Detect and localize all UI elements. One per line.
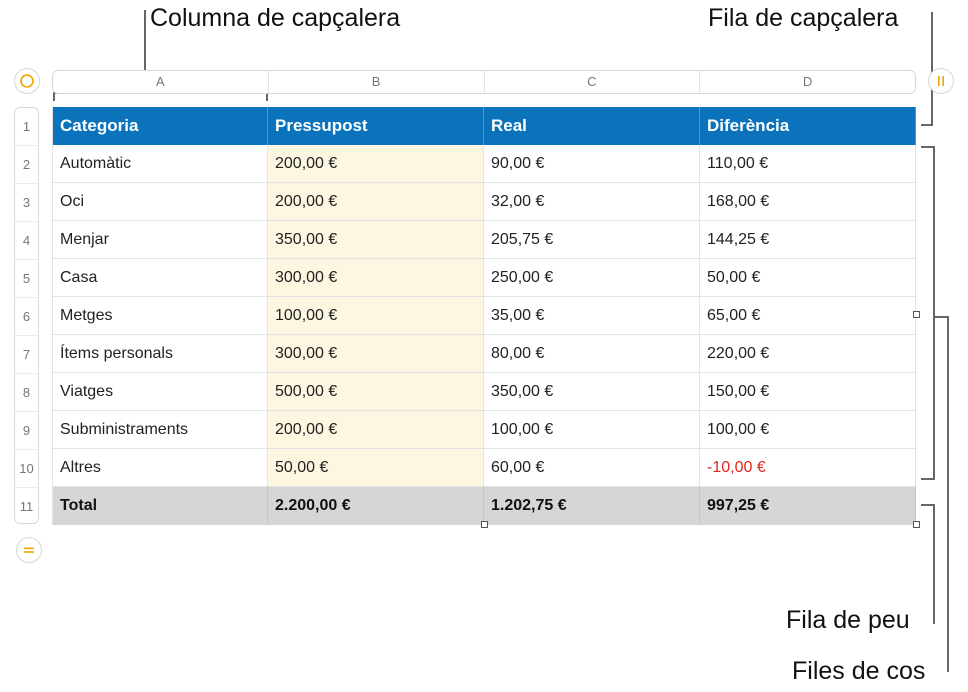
row-label-9[interactable]: 9 (15, 412, 38, 450)
table-cell[interactable]: 90,00 € (484, 145, 700, 183)
table-cell[interactable]: 205,75 € (484, 221, 700, 259)
callout-footer-row: Fila de peu (786, 606, 910, 634)
table-cell[interactable]: 150,00 € (700, 373, 916, 411)
table-row: Casa 300,00 € 250,00 € 50,00 € (52, 259, 916, 297)
table-select-button[interactable] (14, 68, 40, 94)
table-cell[interactable]: 350,00 € (484, 373, 700, 411)
add-column-button[interactable] (928, 68, 954, 94)
row-label-2[interactable]: 2 (15, 146, 38, 184)
resize-handle-corner[interactable] (913, 521, 920, 528)
table-cell[interactable]: 200,00 € (268, 411, 484, 449)
column-label-b[interactable]: B (269, 71, 485, 93)
table-cell[interactable]: 35,00 € (484, 297, 700, 335)
header-cell-real[interactable]: Real (484, 107, 700, 145)
table-cell[interactable]: 80,00 € (484, 335, 700, 373)
table-cell[interactable]: 32,00 € (484, 183, 700, 221)
table-cell-negative[interactable]: -10,00 € (700, 449, 916, 487)
footer-cell-pressupost[interactable]: 2.200,00 € (268, 487, 484, 525)
row-label-10[interactable]: 10 (15, 450, 38, 488)
table-cell[interactable]: Metges (52, 297, 268, 335)
row-label-8[interactable]: 8 (15, 374, 38, 412)
table-cell[interactable]: Viatges (52, 373, 268, 411)
table-row: Metges 100,00 € 35,00 € 65,00 € (52, 297, 916, 335)
footer-row: Total 2.200,00 € 1.202,75 € 997,25 € (52, 487, 916, 525)
table-cell[interactable]: 50,00 € (700, 259, 916, 297)
bracket-body-v (933, 146, 935, 480)
column-label-a[interactable]: A (53, 71, 269, 93)
row-label-4[interactable]: 4 (15, 222, 38, 260)
header-cell-pressupost[interactable]: Pressupost (268, 107, 484, 145)
table-cell[interactable]: 100,00 € (484, 411, 700, 449)
table-cell[interactable]: Subministraments (52, 411, 268, 449)
row-label-11[interactable]: 11 (19, 499, 34, 514)
table-cell[interactable]: 350,00 € (268, 221, 484, 259)
add-row-button[interactable] (16, 537, 42, 563)
row-ruler: 1 2 3 4 5 6 7 8 9 10 11 (14, 107, 39, 524)
table-cell[interactable]: 200,00 € (268, 183, 484, 221)
table-cell[interactable]: 65,00 € (700, 297, 916, 335)
table-cell[interactable]: 220,00 € (700, 335, 916, 373)
leader-footer-h (921, 504, 935, 506)
footer-cell-diferencia[interactable]: 997,25 € (700, 487, 916, 525)
table-cell[interactable]: Automàtic (52, 145, 268, 183)
leader-body-v (947, 316, 949, 672)
table-row: Subministraments 200,00 € 100,00 € 100,0… (52, 411, 916, 449)
leader-body-h (935, 316, 949, 318)
table-row: Menjar 350,00 € 205,75 € 144,25 € (52, 221, 916, 259)
table-cell[interactable]: Ítems personals (52, 335, 268, 373)
callout-header-row: Fila de capçalera (708, 4, 899, 32)
column-ruler: A B C D (52, 70, 916, 94)
table-row: Ítems personals 300,00 € 80,00 € 220,00 … (52, 335, 916, 373)
row-label-1[interactable]: 1 (15, 108, 38, 146)
table-cell[interactable]: 200,00 € (268, 145, 484, 183)
table-cell[interactable]: 250,00 € (484, 259, 700, 297)
table-cell[interactable]: 168,00 € (700, 183, 916, 221)
circle-select-icon (20, 74, 34, 88)
budget-table: Categoria Pressupost Real Diferència Aut… (52, 107, 916, 525)
resize-handle-right[interactable] (913, 311, 920, 318)
table-cell[interactable]: 100,00 € (268, 297, 484, 335)
leader-footer-v (933, 504, 935, 624)
row-label-5[interactable]: 5 (15, 260, 38, 298)
table-cell[interactable]: Altres (52, 449, 268, 487)
table-cell[interactable]: 50,00 € (268, 449, 484, 487)
column-pause-icon (938, 76, 944, 86)
callout-header-column: Columna de capçalera (150, 4, 401, 32)
table-cell[interactable]: Casa (52, 259, 268, 297)
callout-body-rows: Files de cos (792, 657, 926, 685)
footer-cell-total[interactable]: Total (52, 487, 268, 525)
table-row: Oci 200,00 € 32,00 € 168,00 € (52, 183, 916, 221)
leader-header-column (144, 10, 146, 94)
bracket-body-bottom (921, 478, 935, 480)
row-equals-icon (24, 547, 34, 553)
column-label-d[interactable]: D (802, 74, 813, 89)
row-label-6[interactable]: 6 (15, 298, 38, 336)
table-row: Altres 50,00 € 60,00 € -10,00 € (52, 449, 916, 487)
column-label-c[interactable]: C (485, 71, 701, 93)
table-cell[interactable]: Menjar (52, 221, 268, 259)
resize-handle-bottom[interactable] (481, 521, 488, 528)
footer-cell-real[interactable]: 1.202,75 € (484, 487, 700, 525)
leader-header-row-h (921, 124, 933, 126)
table-row: Automàtic 200,00 € 90,00 € 110,00 € (52, 145, 916, 183)
table-cell[interactable]: 500,00 € (268, 373, 484, 411)
header-cell-categoria[interactable]: Categoria (52, 107, 268, 145)
table-cell[interactable]: 144,25 € (700, 221, 916, 259)
table-cell[interactable]: Oci (52, 183, 268, 221)
table-row: Viatges 500,00 € 350,00 € 150,00 € (52, 373, 916, 411)
table-cell[interactable]: 110,00 € (700, 145, 916, 183)
header-row: Categoria Pressupost Real Diferència (52, 107, 916, 145)
table-cell[interactable]: 300,00 € (268, 335, 484, 373)
row-label-3[interactable]: 3 (15, 184, 38, 222)
table-cell[interactable]: 60,00 € (484, 449, 700, 487)
bracket-body-top (921, 146, 935, 148)
table-cell[interactable]: 300,00 € (268, 259, 484, 297)
row-label-7[interactable]: 7 (15, 336, 38, 374)
table-cell[interactable]: 100,00 € (700, 411, 916, 449)
header-cell-diferencia[interactable]: Diferència (700, 107, 916, 145)
leader-header-row-v (931, 12, 933, 126)
